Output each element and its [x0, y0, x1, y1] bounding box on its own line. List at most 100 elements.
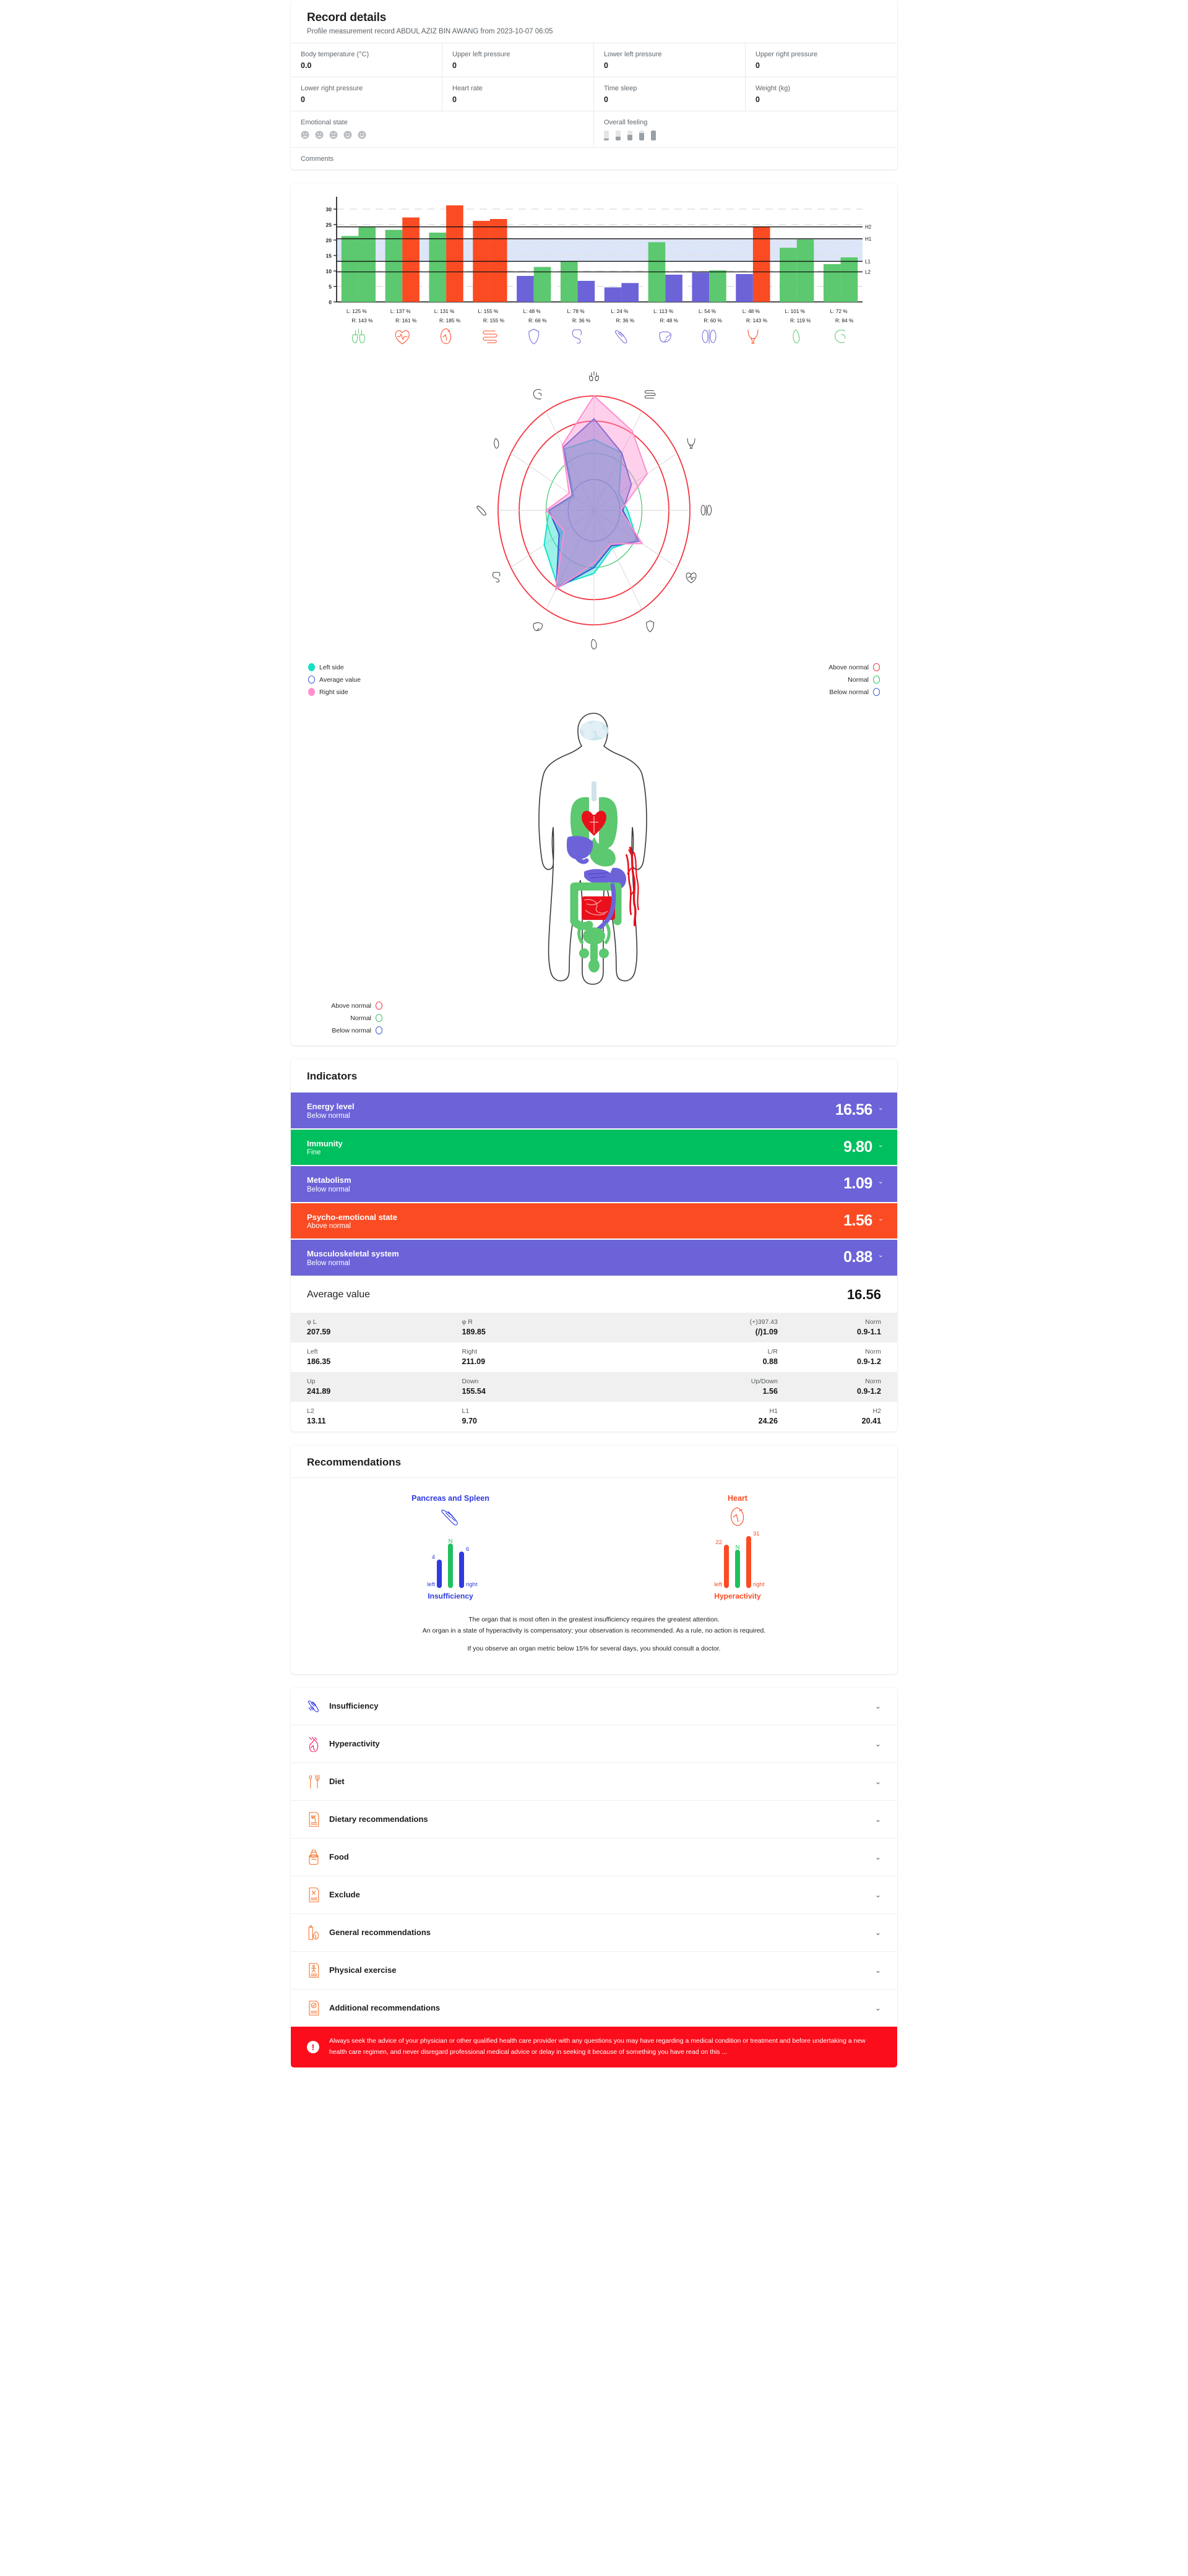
accordion-item-diet[interactable]: Diet ⌄ — [291, 1762, 897, 1801]
legend-swatch — [308, 688, 315, 696]
chevron-down-icon[interactable]: ⌄ — [874, 1739, 881, 1748]
average-value-label: Average value — [307, 1289, 370, 1300]
recommendation-bar: N — [448, 1531, 453, 1588]
chevron-down-icon[interactable]: ⌄ — [874, 1814, 881, 1824]
average-cell: H2 20.41 — [778, 1407, 881, 1425]
neutral-face-icon[interactable] — [329, 131, 338, 139]
accordion-item-dietary-recommendations[interactable]: Dietary recommendations ⌄ — [291, 1800, 897, 1839]
indicator-right: 1.09 ⌄ — [843, 1176, 884, 1191]
radar-spoke — [510, 510, 595, 568]
bar-right — [709, 270, 726, 302]
legend-label: Normal — [848, 676, 869, 684]
indicator-text: Musculoskeletal system Below normal — [307, 1248, 399, 1267]
chevron-down-icon[interactable]: ⌄ — [877, 1141, 884, 1149]
bar-right — [840, 257, 858, 302]
bar-column — [448, 1543, 453, 1588]
radar-series-left-side — [543, 439, 639, 587]
chevron-down-icon[interactable]: ⌄ — [877, 1178, 884, 1186]
average-cell: Left 186.35 — [307, 1348, 462, 1366]
chevron-down-icon[interactable]: ⌄ — [874, 1777, 881, 1786]
bar-tick-right: R: 119 % — [790, 317, 811, 324]
comments-label: Comments — [301, 155, 334, 163]
indicator-right: 16.56 ⌄ — [835, 1102, 884, 1118]
bar-tick-right: R: 143 % — [351, 317, 373, 324]
chevron-down-icon[interactable]: ⌄ — [874, 1852, 881, 1861]
overall-feeling-level-3[interactable] — [627, 131, 632, 140]
indicator-row-metabolism[interactable]: Metabolism Below normal 1.09 ⌄ — [291, 1166, 897, 1203]
chevron-down-icon[interactable]: ⌄ — [874, 1890, 881, 1899]
accordion-item-food[interactable]: Food ⌄ — [291, 1838, 897, 1876]
accordion-item-physical-exercise[interactable]: Physical exercise ⌄ — [291, 1951, 897, 1990]
y-tick: 10 — [326, 268, 332, 275]
accordion-label: Insufficiency — [329, 1701, 379, 1711]
average-cell-label: L/R — [767, 1347, 778, 1355]
average-cell-value: 189.85 — [462, 1327, 486, 1336]
accordion-item-general-recommendations[interactable]: General recommendations ⌄ — [291, 1913, 897, 1952]
very-happy-face-icon[interactable] — [358, 131, 366, 139]
average-row-2: Up 241.89 Down 155.54 Up/Down 1.56 Norm 0.9-1.2 — [291, 1372, 897, 1402]
radar-axis-icon-pancreas-and-spleen — [533, 389, 542, 400]
accordion-label: Exclude — [329, 1890, 360, 1900]
bar-tick-left: L: 137 % — [390, 308, 411, 314]
radar-spoke — [510, 453, 595, 511]
radar-axis-icon-immunity — [646, 620, 655, 632]
indicator-right: 9.80 ⌄ — [843, 1139, 884, 1155]
indicator-row-immunity[interactable]: Immunity Fine 9.80 ⌄ — [291, 1129, 897, 1167]
average-cell-label: Down — [462, 1377, 479, 1385]
reference-label-L1: L1 — [865, 259, 871, 264]
bar-right — [489, 219, 507, 302]
immunity-shield-icon — [528, 328, 540, 345]
bar-left — [604, 287, 622, 302]
overall-feeling-level-5[interactable] — [651, 131, 656, 140]
charts-card: 0 5 10 15 20 25 30 H2 H1 L1 L2 L: 125 % R: 143 % L: 1… — [291, 183, 897, 1045]
accordion-item-exclude[interactable]: Exclude ⌄ — [291, 1876, 897, 1914]
sad-face-icon[interactable] — [315, 131, 324, 139]
average-cell-value: 9.70 — [462, 1416, 477, 1425]
chevron-down-icon[interactable]: ⌄ — [874, 1701, 881, 1711]
chevron-down-icon[interactable]: ⌄ — [877, 1104, 884, 1112]
radar-axis-icon-liver — [494, 438, 499, 449]
indicator-row-psycho-emotional-state[interactable]: Psycho-emotional state Above normal 1.56 ⌄ — [291, 1203, 897, 1240]
indicator-row-musculoskeletal-system[interactable]: Musculoskeletal system Below normal 0.88 ⌄ — [291, 1240, 897, 1277]
y-tick: 20 — [326, 238, 332, 244]
indicator-right: 0.88 ⌄ — [843, 1250, 884, 1265]
chevron-down-icon[interactable]: ⌄ — [877, 1214, 884, 1222]
bar-right — [621, 283, 639, 302]
recommendation-bar: 6 right — [459, 1531, 477, 1588]
very-sad-face-icon[interactable] — [301, 131, 309, 139]
accordion-label: Food — [329, 1852, 349, 1862]
accordion-item-hyperactivity[interactable]: Hyperactivity ⌄ — [291, 1725, 897, 1763]
legend-swatch — [308, 663, 315, 671]
chevron-down-icon[interactable]: ⌄ — [877, 1252, 884, 1260]
overall-feeling-level-4[interactable] — [639, 131, 644, 140]
average-cell-label: Up/Down — [751, 1377, 778, 1385]
indicator-state: Below normal — [307, 1112, 350, 1120]
average-cell-label: Up — [307, 1377, 316, 1385]
overall-feeling-level-2[interactable] — [616, 131, 621, 140]
chevron-down-icon[interactable]: ⌄ — [874, 1965, 881, 1975]
body-legend-item-2: Below normal — [308, 1026, 382, 1034]
normal-band — [337, 238, 863, 262]
average-cell: φ R 189.85 — [462, 1318, 618, 1336]
indicator-row-energy-level[interactable]: Energy level Below normal 16.56 ⌄ — [291, 1093, 897, 1130]
accordion-label: Hyperactivity — [329, 1739, 380, 1749]
overall-feeling-level-1[interactable] — [604, 131, 609, 140]
record-field-2: Lower left pressure 0 — [594, 43, 746, 77]
accordion-item-additional-recommendations[interactable]: Additional recommendations ⌄ — [291, 1989, 897, 2027]
average-cell-label: Norm — [865, 1347, 881, 1355]
record-field-3: Upper right pressure 0 — [746, 43, 897, 77]
accordion-item-insufficiency[interactable]: Insufficiency ⌄ — [291, 1687, 897, 1725]
average-cell-label: φ L — [307, 1318, 317, 1326]
average-cell-value: 0.9-1.1 — [857, 1327, 881, 1336]
chevron-down-icon[interactable]: ⌄ — [874, 1928, 881, 1937]
bar-right — [796, 239, 814, 302]
legend-label: Below normal — [332, 1026, 371, 1034]
chevron-down-icon[interactable]: ⌄ — [874, 2003, 881, 2012]
lungs-icon — [351, 328, 365, 343]
record-field-label: Body temperature (°C) — [301, 51, 369, 58]
happy-face-icon[interactable] — [343, 131, 352, 139]
record-field-label: Lower right pressure — [301, 85, 363, 92]
average-cell-value: (/)1.09 — [755, 1327, 778, 1336]
record-field-value: 0 — [604, 95, 608, 104]
radar-axis-icon-lungs — [533, 622, 543, 631]
